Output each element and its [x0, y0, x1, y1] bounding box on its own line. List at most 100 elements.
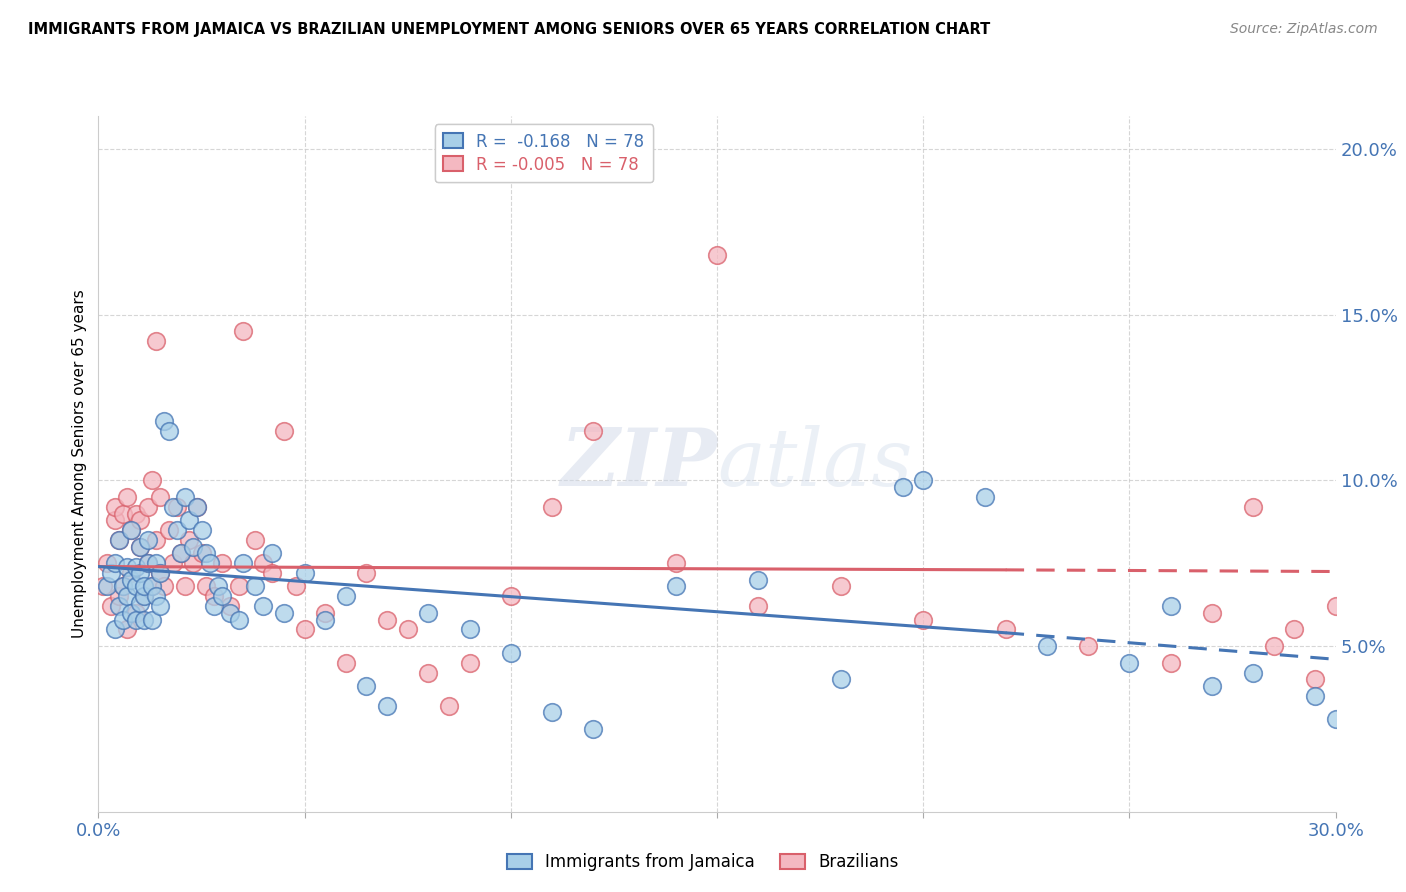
Point: [1201, 606, 1223, 620]
Point: [117, 490, 139, 504]
Point: [112, 579, 135, 593]
Point: [100, 566, 122, 581]
Point: [194, 579, 217, 593]
Point: [1346, 739, 1368, 753]
Point: [830, 579, 852, 593]
Point: [202, 599, 225, 614]
Point: [194, 546, 217, 560]
Point: [1241, 665, 1264, 680]
Point: [243, 533, 266, 547]
Point: [273, 606, 295, 620]
Point: [149, 566, 172, 581]
Point: [179, 513, 201, 527]
Point: [1077, 639, 1099, 653]
Point: [124, 559, 146, 574]
Point: [91, 579, 114, 593]
Point: [136, 500, 159, 514]
Point: [112, 613, 135, 627]
Point: [128, 540, 150, 554]
Point: [541, 500, 564, 514]
Point: [120, 523, 142, 537]
Point: [396, 623, 419, 637]
Point: [994, 623, 1017, 637]
Point: [128, 596, 150, 610]
Point: [314, 613, 336, 627]
Point: [1303, 689, 1326, 703]
Point: [219, 606, 242, 620]
Point: [117, 590, 139, 604]
Point: [120, 606, 142, 620]
Point: [1284, 623, 1306, 637]
Point: [1365, 706, 1388, 720]
Point: [100, 599, 122, 614]
Point: [830, 672, 852, 686]
Point: [128, 513, 150, 527]
Point: [294, 623, 316, 637]
Point: [145, 533, 167, 547]
Point: [145, 556, 167, 570]
Text: ZIP: ZIP: [560, 425, 717, 502]
Point: [912, 613, 935, 627]
Point: [132, 579, 155, 593]
Point: [141, 579, 163, 593]
Point: [132, 590, 155, 604]
Point: [458, 623, 481, 637]
Point: [128, 540, 150, 554]
Point: [356, 566, 378, 581]
Point: [166, 523, 188, 537]
Point: [179, 533, 201, 547]
Point: [1201, 679, 1223, 693]
Point: [104, 556, 127, 570]
Point: [153, 579, 176, 593]
Point: [418, 665, 440, 680]
Point: [198, 556, 221, 570]
Point: [124, 606, 146, 620]
Text: atlas: atlas: [717, 425, 912, 502]
Point: [232, 324, 254, 338]
Point: [252, 556, 274, 570]
Point: [1036, 639, 1059, 653]
Point: [273, 424, 295, 438]
Point: [437, 698, 460, 713]
Point: [706, 248, 728, 262]
Text: IMMIGRANTS FROM JAMAICA VS BRAZILIAN UNEMPLOYMENT AMONG SENIORS OVER 65 YEARS CO: IMMIGRANTS FROM JAMAICA VS BRAZILIAN UNE…: [28, 22, 990, 37]
Point: [120, 566, 142, 581]
Point: [186, 500, 208, 514]
Point: [499, 590, 522, 604]
Point: [211, 556, 233, 570]
Point: [117, 559, 139, 574]
Point: [124, 613, 146, 627]
Point: [149, 566, 172, 581]
Point: [207, 579, 229, 593]
Point: [132, 613, 155, 627]
Point: [1303, 672, 1326, 686]
Point: [665, 579, 688, 593]
Point: [1263, 639, 1285, 653]
Point: [117, 623, 139, 637]
Point: [124, 507, 146, 521]
Point: [314, 606, 336, 620]
Point: [260, 566, 283, 581]
Text: Source: ZipAtlas.com: Source: ZipAtlas.com: [1230, 22, 1378, 37]
Point: [141, 613, 163, 627]
Point: [120, 523, 142, 537]
Legend: Immigrants from Jamaica, Brazilians: Immigrants from Jamaica, Brazilians: [499, 845, 907, 880]
Point: [112, 579, 135, 593]
Point: [1160, 599, 1182, 614]
Point: [174, 490, 197, 504]
Point: [891, 480, 914, 494]
Point: [974, 490, 997, 504]
Point: [157, 523, 180, 537]
Point: [104, 500, 127, 514]
Point: [181, 556, 204, 570]
Point: [124, 579, 146, 593]
Point: [418, 606, 440, 620]
Point: [136, 556, 159, 570]
Legend: R =  -0.168   N = 78, R = -0.005   N = 78: R = -0.168 N = 78, R = -0.005 N = 78: [434, 124, 652, 182]
Point: [136, 533, 159, 547]
Point: [128, 566, 150, 581]
Point: [136, 556, 159, 570]
Point: [149, 490, 172, 504]
Point: [211, 590, 233, 604]
Point: [582, 722, 605, 736]
